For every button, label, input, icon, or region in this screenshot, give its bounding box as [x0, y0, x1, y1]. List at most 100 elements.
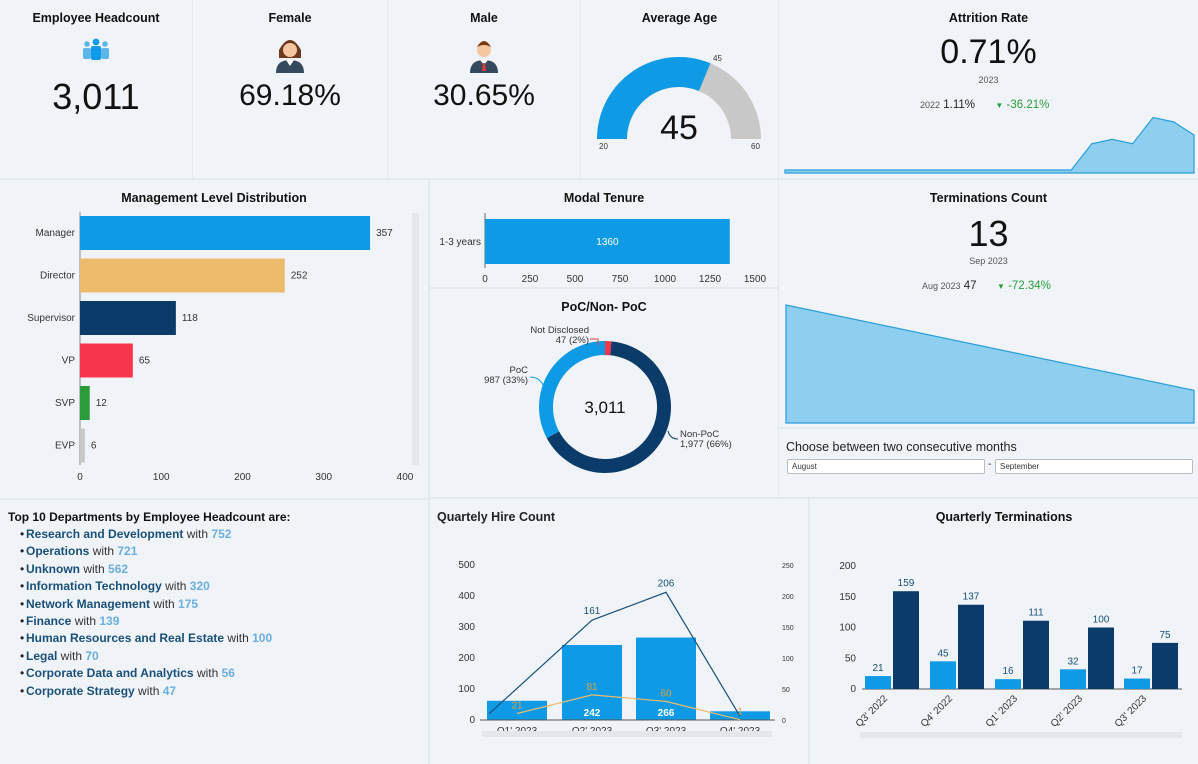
- poc-center-label: 3,011: [584, 398, 625, 417]
- poc-poc-label-value: 987 (33%): [484, 375, 528, 386]
- qterms-bar-b[interactable]: [958, 604, 984, 689]
- mgmt-scrollbar[interactable]: [412, 213, 419, 465]
- mgmt-value-label: 252: [291, 271, 308, 282]
- tenure-value-label: 1360: [596, 237, 619, 248]
- mgmt-bar[interactable]: [80, 258, 285, 293]
- hires-bar-label: 242: [584, 708, 601, 719]
- qterms-bar-a[interactable]: [930, 661, 956, 689]
- tenure-bar[interactable]: [485, 219, 730, 264]
- mgmt-value-label: 65: [139, 356, 151, 367]
- qterms-x-tick: Q1' 2023: [984, 693, 1021, 730]
- mgmt-bar[interactable]: [80, 386, 90, 420]
- departments-list: Research and Development with 752Operati…: [8, 526, 291, 700]
- tenure-x-tick: 250: [522, 274, 539, 285]
- hires-scrollbar[interactable]: [482, 731, 772, 737]
- department-name: Unknown: [26, 561, 80, 576]
- hires-line-secondary: [516, 694, 741, 721]
- mgmt-value-label: 118: [182, 313, 198, 324]
- tenure-x-tick: 1250: [699, 274, 722, 285]
- mgmt-value-label: 6: [91, 441, 97, 452]
- poc-slice[interactable]: [605, 341, 612, 356]
- department-with: with: [71, 614, 100, 629]
- qterms-bar-b[interactable]: [1152, 642, 1178, 689]
- poc-slice[interactable]: [539, 341, 605, 438]
- terminations-prev-label: Aug 2023: [922, 281, 961, 291]
- terminations-title: Terminations Count: [929, 191, 1048, 205]
- department-with: with: [57, 648, 86, 663]
- hires-line-secondary-label: 81: [586, 682, 598, 693]
- age-gauge: 20 60 45 45: [597, 54, 761, 151]
- department-name: Finance: [26, 614, 72, 629]
- hires-bar-label: 266: [658, 708, 675, 719]
- qterms-bar-a[interactable]: [1060, 669, 1086, 689]
- mgmt-bar[interactable]: [80, 216, 371, 250]
- poc-title: PoC/Non- PoC: [561, 300, 647, 314]
- qterms-label-a: 16: [1002, 666, 1014, 677]
- hires-line: [488, 591, 741, 717]
- mgmt-bar[interactable]: [80, 343, 133, 378]
- to-month-select[interactable]: September: [995, 459, 1193, 474]
- department-count: 175: [178, 596, 199, 611]
- department-item: Corporate Data and Analytics with 56: [20, 665, 291, 683]
- department-count: 47: [162, 683, 177, 698]
- qterms-bar-a[interactable]: [865, 676, 891, 689]
- female-title: Female: [268, 11, 312, 25]
- qterms-label-a: 21: [872, 663, 884, 674]
- qterms-bar-b[interactable]: [1088, 627, 1114, 690]
- attrition-prev-value: 1.11%: [943, 99, 975, 111]
- qterms-label-a: 45: [937, 648, 949, 659]
- hires-card: Quartely Hire Count 0 100 200 300 400 500 0 50 1…: [430, 499, 808, 764]
- hires-line-label: 161: [584, 606, 601, 617]
- terminations-value: 13: [968, 213, 1009, 254]
- male-value: 30.65%: [433, 79, 535, 112]
- hires-y2-tick: 200: [782, 594, 794, 601]
- terminations-prev-value: 47: [963, 280, 977, 292]
- attrition-compare: 2022 1.11% ▼ -36.21%: [920, 99, 1049, 111]
- poc-poc-label-name: PoC: [510, 365, 529, 376]
- mgmt-category-label: Supervisor: [27, 313, 75, 324]
- qterms-scrollbar[interactable]: [860, 732, 1182, 738]
- tenure-title: Modal Tenure: [563, 191, 645, 205]
- hires-y-tick: 500: [458, 560, 475, 571]
- attrition-sparkline: [784, 116, 1195, 174]
- qterms-y-tick: 0: [850, 684, 856, 695]
- mgmt-value-label: 357: [376, 228, 393, 239]
- hires-bar[interactable]: [562, 644, 622, 720]
- qterms-chart: 0 50 100 150 200 21 159 Q3' 2022 45 137 Q4' 2022 16…: [839, 561, 1182, 730]
- mgmt-x-tick: 100: [153, 472, 170, 483]
- department-count: 562: [108, 561, 129, 576]
- qterms-bar-a[interactable]: [995, 679, 1021, 689]
- qterms-label-b: 137: [963, 592, 980, 603]
- mgmt-x-tick: 0: [77, 472, 83, 483]
- department-item: Finance with 139: [20, 613, 291, 631]
- mgmt-bar[interactable]: [80, 428, 85, 463]
- from-month-select[interactable]: August: [787, 459, 985, 474]
- headcount-card: Employee Headcount 3,011: [0, 0, 192, 178]
- department-item: Human Resources and Real Estate with 100: [20, 630, 291, 648]
- qterms-bar-a[interactable]: [1124, 678, 1150, 689]
- attrition-card: Attrition Rate 0.71% 2023 2022 1.11% ▼ -…: [779, 0, 1198, 178]
- hires-y2-tick: 50: [782, 687, 790, 694]
- poc-leader-line: [529, 376, 545, 388]
- hires-bar[interactable]: [487, 700, 547, 720]
- qterms-bar-b[interactable]: [893, 591, 919, 689]
- department-item: Operations with 721: [20, 543, 291, 561]
- tenure-chart: 1-3 years 1360 0 250 500 750 1000 1250 1500: [439, 213, 767, 285]
- attrition-change: -36.21%: [1006, 99, 1050, 111]
- terminations-down-arrow-icon: ▼: [996, 282, 1005, 291]
- poc-notdisclosed-label-name: Not Disclosed: [530, 325, 589, 336]
- department-with: with: [161, 579, 190, 594]
- qterms-title: Quarterly Terminations: [935, 510, 1073, 524]
- qterms-bar-b[interactable]: [1023, 620, 1049, 689]
- headcount-title: Employee Headcount: [32, 11, 160, 25]
- qterms-y-tick: 150: [839, 592, 856, 603]
- qterms-label-a: 32: [1067, 656, 1079, 667]
- department-count: 70: [85, 648, 99, 663]
- hires-y2-tick: 0: [782, 718, 786, 725]
- departments-card: Top 10 Departments by Employee Headcount…: [0, 500, 428, 764]
- mgmt-bar[interactable]: [80, 301, 176, 335]
- qterms-y-tick: 100: [839, 623, 856, 634]
- hires-y2-tick: 250: [782, 563, 794, 570]
- qterms-label-a: 17: [1131, 666, 1143, 677]
- tenure-category-label: 1-3 years: [439, 237, 481, 248]
